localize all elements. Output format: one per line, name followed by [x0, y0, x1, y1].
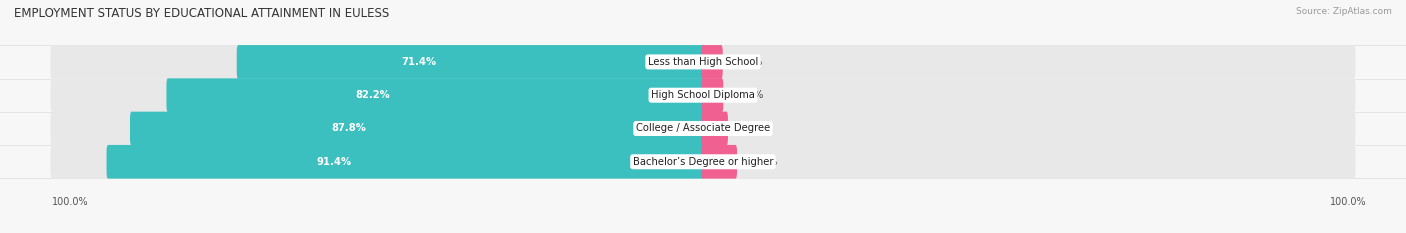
- FancyBboxPatch shape: [702, 112, 728, 145]
- FancyBboxPatch shape: [236, 45, 704, 79]
- FancyBboxPatch shape: [702, 45, 1355, 79]
- FancyBboxPatch shape: [702, 145, 737, 179]
- Text: 2.9%: 2.9%: [738, 90, 763, 100]
- FancyBboxPatch shape: [51, 145, 704, 179]
- FancyBboxPatch shape: [51, 45, 704, 79]
- FancyBboxPatch shape: [129, 112, 704, 145]
- Text: 87.8%: 87.8%: [332, 123, 367, 134]
- FancyBboxPatch shape: [51, 78, 704, 112]
- Text: Source: ZipAtlas.com: Source: ZipAtlas.com: [1296, 7, 1392, 16]
- Text: 71.4%: 71.4%: [401, 57, 436, 67]
- Legend: In Labor Force, Unemployed: In Labor Force, Unemployed: [617, 232, 789, 233]
- Text: High School Diploma: High School Diploma: [651, 90, 755, 100]
- Text: 3.6%: 3.6%: [742, 123, 768, 134]
- FancyBboxPatch shape: [51, 112, 704, 145]
- Text: 91.4%: 91.4%: [316, 157, 352, 167]
- Text: Less than High School: Less than High School: [648, 57, 758, 67]
- Text: College / Associate Degree: College / Associate Degree: [636, 123, 770, 134]
- Text: Bachelor’s Degree or higher: Bachelor’s Degree or higher: [633, 157, 773, 167]
- Text: 82.2%: 82.2%: [356, 90, 389, 100]
- FancyBboxPatch shape: [702, 45, 723, 79]
- Text: EMPLOYMENT STATUS BY EDUCATIONAL ATTAINMENT IN EULESS: EMPLOYMENT STATUS BY EDUCATIONAL ATTAINM…: [14, 7, 389, 20]
- Text: 100.0%: 100.0%: [52, 197, 89, 207]
- Text: 2.8%: 2.8%: [738, 57, 762, 67]
- FancyBboxPatch shape: [107, 145, 704, 179]
- FancyBboxPatch shape: [702, 78, 1355, 112]
- Text: 5.0%: 5.0%: [752, 157, 778, 167]
- FancyBboxPatch shape: [702, 145, 1355, 179]
- FancyBboxPatch shape: [702, 78, 723, 112]
- Text: 100.0%: 100.0%: [1330, 197, 1367, 207]
- FancyBboxPatch shape: [702, 112, 1355, 145]
- FancyBboxPatch shape: [166, 78, 704, 112]
